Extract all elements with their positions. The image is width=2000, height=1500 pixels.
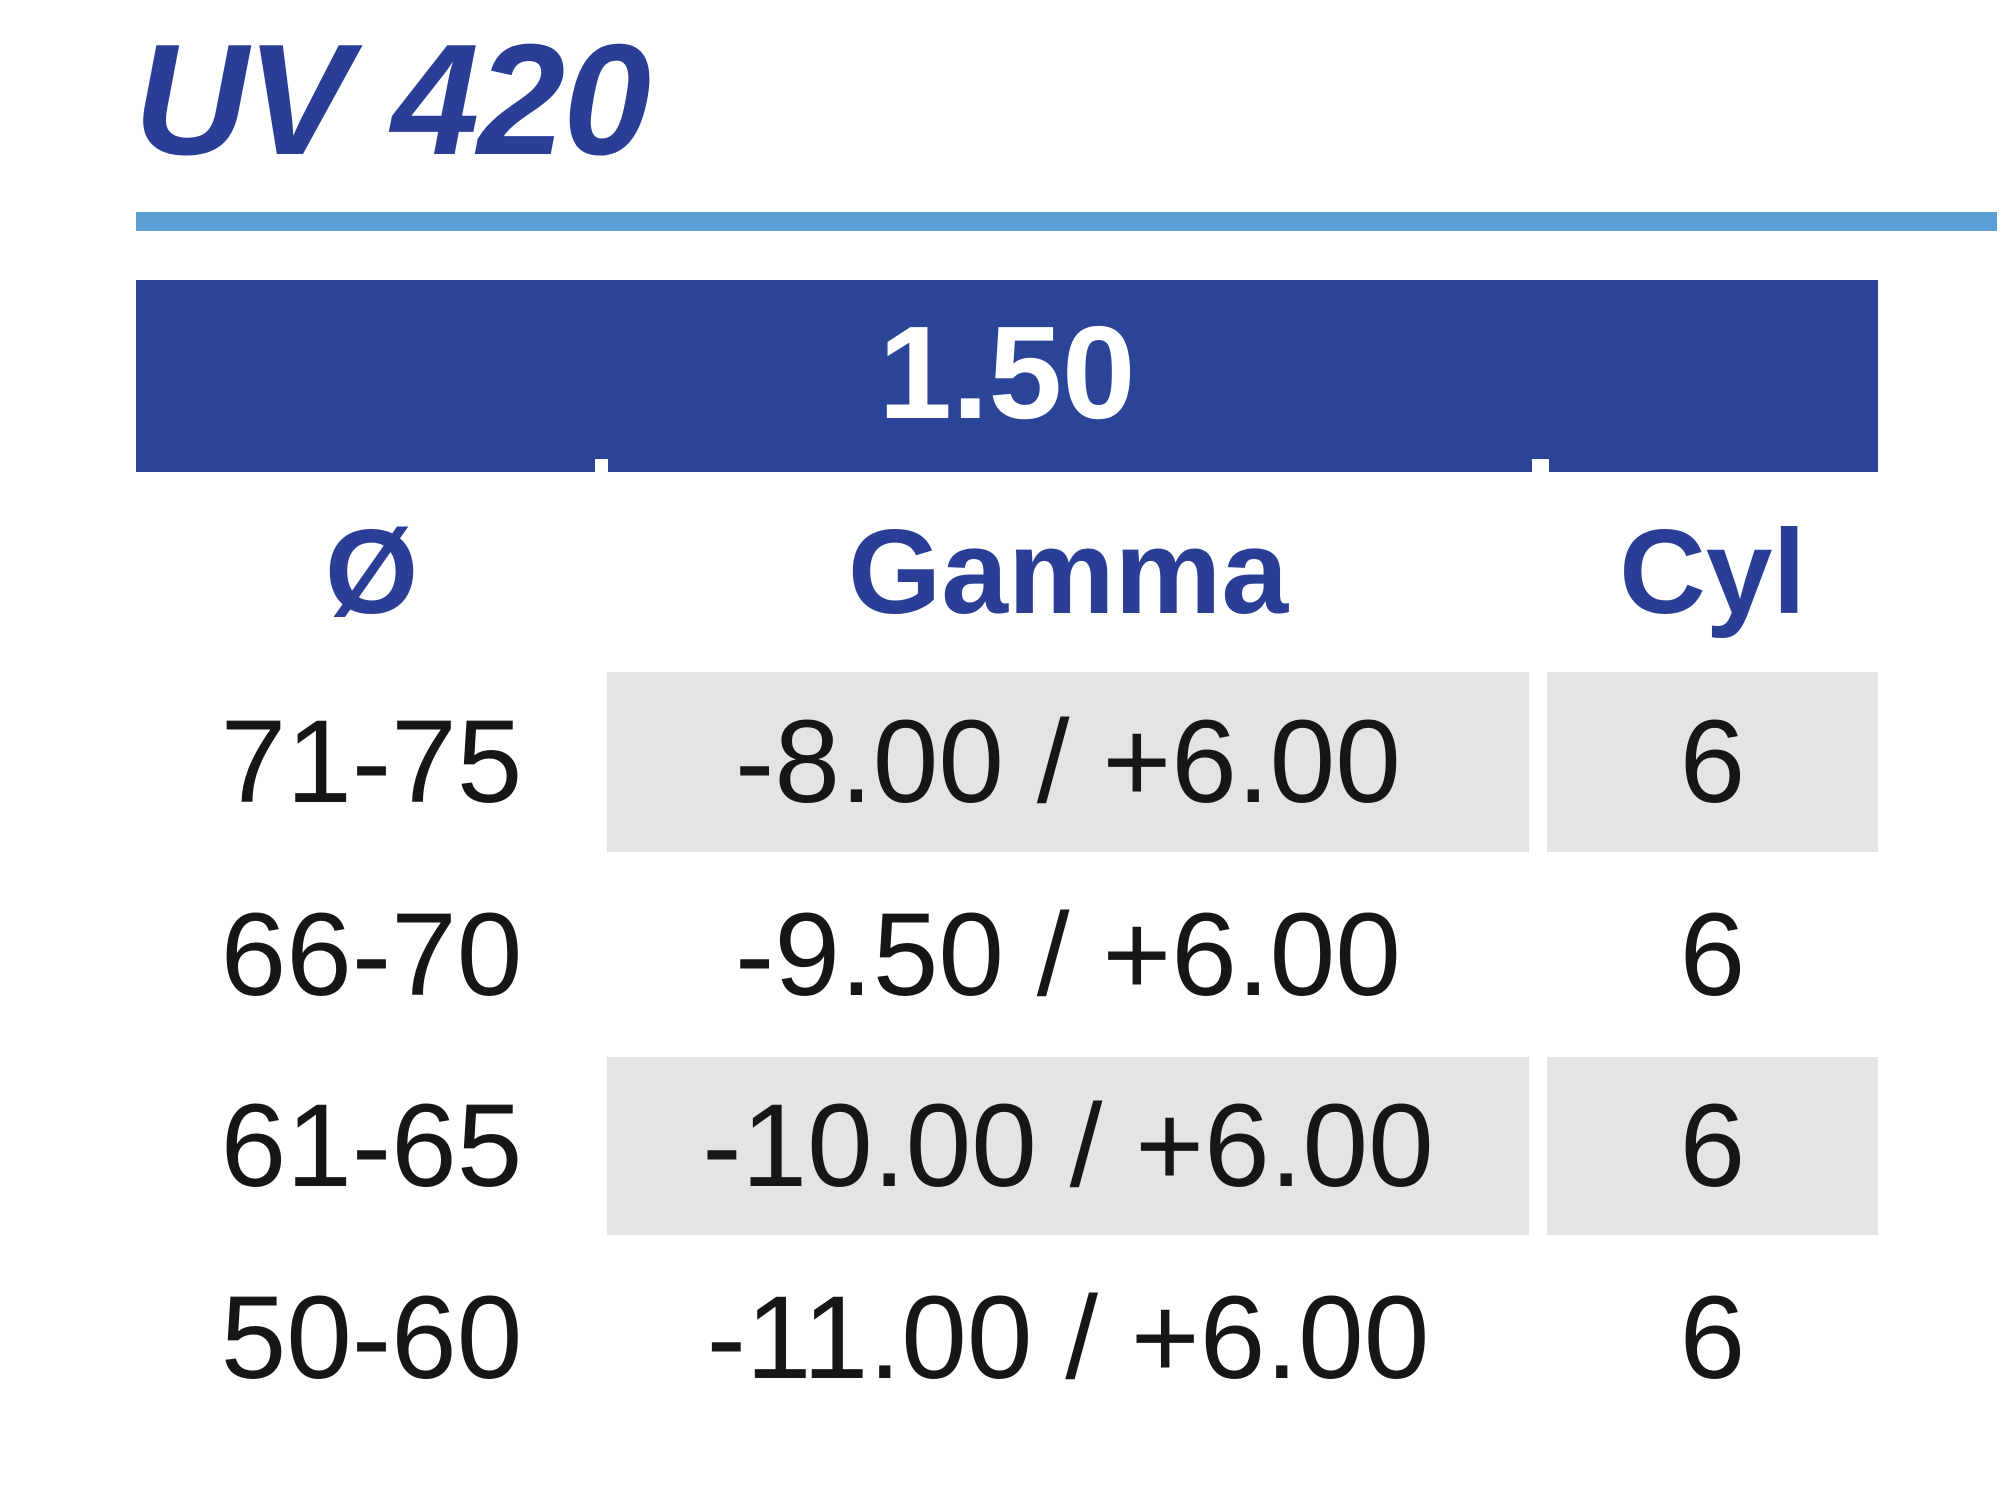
index-header-label: 1.50 [878, 299, 1136, 446]
availability-table: Ø Gamma Cyl 71-75 -8.00 / +6.00 6 66-70 … [136, 472, 1878, 1440]
gamma-cell: -9.50 / +6.00 [735, 888, 1401, 1021]
column-header-diameter: Ø [324, 505, 419, 639]
title-underline [136, 212, 1997, 231]
column-gap [1529, 1057, 1547, 1235]
column-gap [1529, 852, 1547, 1057]
diameter-cell: 71-75 [220, 696, 523, 828]
column-gap-notch [595, 459, 608, 472]
column-header-gamma: Gamma [847, 505, 1289, 639]
column-gap [1529, 472, 1547, 672]
cyl-cell: 6 [1679, 888, 1746, 1021]
cyl-cell: 6 [1547, 672, 1878, 852]
page-title: UV 420 [134, 12, 651, 188]
cyl-cell: 6 [1547, 1057, 1878, 1235]
diameter-cell: 61-65 [220, 1080, 523, 1212]
gamma-cell: -10.00 / +6.00 [607, 1057, 1529, 1235]
index-header-band: 1.50 [136, 280, 1878, 472]
gamma-cell: -11.00 / +6.00 [706, 1271, 1430, 1404]
diameter-cell: 50-60 [220, 1271, 523, 1404]
column-gap [1529, 672, 1547, 852]
cyl-cell: 6 [1679, 1271, 1746, 1404]
diameter-cell: 66-70 [220, 888, 523, 1021]
column-gap-notch [1532, 459, 1549, 472]
column-gap [1529, 1235, 1547, 1440]
gamma-cell: -8.00 / +6.00 [607, 672, 1529, 852]
column-header-cyl: Cyl [1619, 505, 1806, 639]
